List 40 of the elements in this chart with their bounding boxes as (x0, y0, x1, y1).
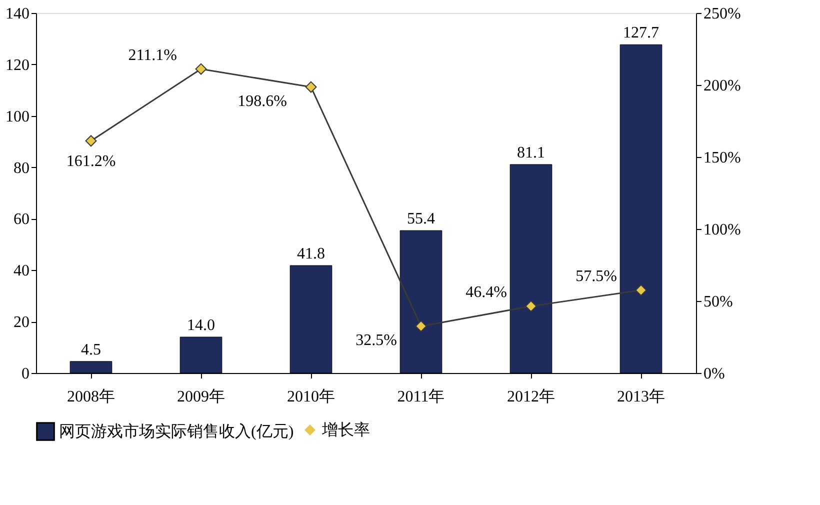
y2-tick-label: 50% (704, 294, 733, 310)
point (525, 300, 537, 312)
x-tick-label: 2011年 (397, 388, 445, 406)
data-label: 32.5% (356, 332, 397, 350)
y2-tick-label: 250% (704, 6, 741, 22)
data-label: 57.5% (576, 268, 617, 286)
data-label: 211.1% (128, 47, 177, 64)
y2-tick-label: 100% (704, 222, 741, 238)
data-label: 198.6% (238, 93, 287, 110)
legend-label: 网页游戏市场实际销售收入(亿元) (59, 422, 294, 440)
legend-label: 增长率 (321, 421, 370, 439)
x-tick-label: 2010年 (287, 388, 335, 406)
point (305, 81, 317, 93)
y-tick-label: 80 (14, 160, 30, 177)
y-tick-label: 100 (6, 108, 30, 126)
x-tick-label: 2009年 (177, 388, 225, 406)
y2-tick-label: 200% (704, 78, 741, 94)
x-tick-label: 2013年 (617, 388, 665, 406)
data-label: 14.0 (187, 317, 215, 334)
x-tick-label: 2008年 (67, 388, 115, 406)
y2-tick-label: 0% (704, 366, 725, 382)
data-label: 41.8 (297, 246, 325, 263)
data-label: 161.2% (66, 152, 116, 170)
y2-tick-label: 150% (704, 150, 741, 166)
data-label: 46.4% (466, 284, 507, 302)
y-tick-label: 140 (6, 6, 30, 22)
point (85, 135, 97, 147)
data-label: 4.5 (81, 341, 101, 358)
y-tick-label: 120 (6, 56, 30, 74)
x-tick-label: 2012年 (507, 388, 555, 406)
data-label: 127.7 (623, 24, 659, 42)
point (195, 63, 207, 75)
data-label: 81.1 (517, 144, 545, 162)
y-tick-label: 20 (14, 314, 30, 332)
y-tick-label: 0 (22, 366, 30, 382)
data-label: 55.4 (407, 210, 435, 228)
y-tick-label: 60 (14, 211, 30, 228)
point (415, 320, 427, 332)
point (635, 284, 647, 296)
y-tick-label: 40 (14, 262, 30, 280)
